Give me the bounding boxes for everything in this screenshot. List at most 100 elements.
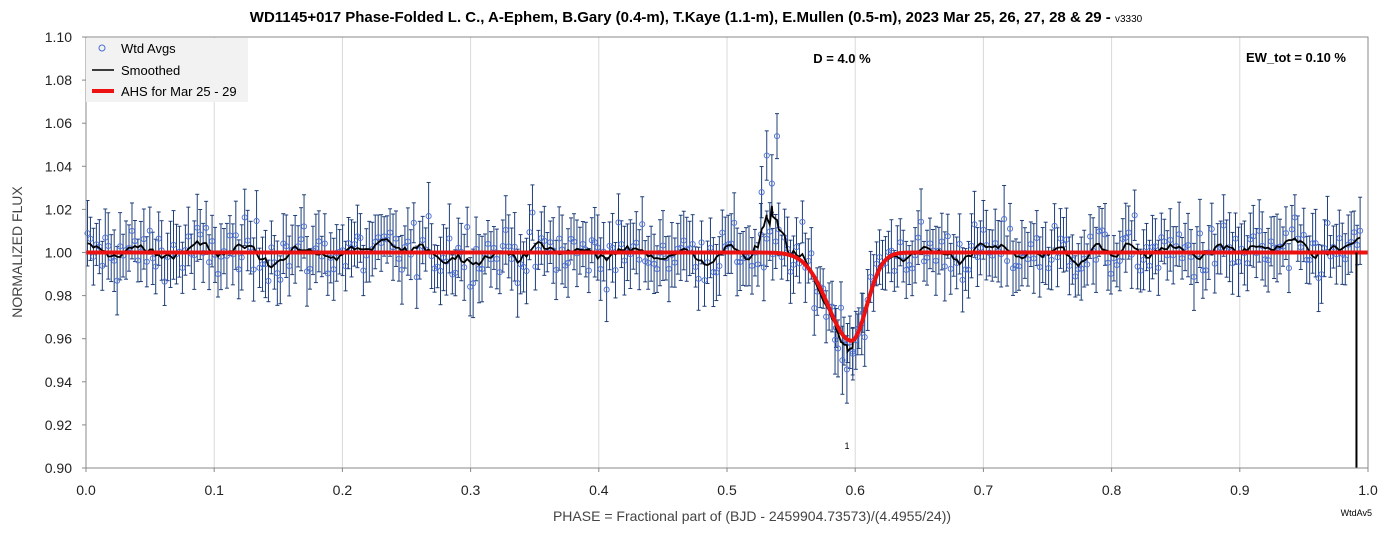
data-point bbox=[1336, 235, 1343, 242]
data-point bbox=[128, 227, 136, 234]
data-point bbox=[84, 230, 91, 237]
legend-label-ahs: AHS for Mar 25 - 29 bbox=[121, 84, 237, 99]
data-point bbox=[1137, 267, 1144, 274]
data-point bbox=[748, 262, 756, 269]
y-tick-label: 0.94 bbox=[45, 374, 72, 390]
data-point bbox=[155, 235, 162, 242]
data-point bbox=[117, 243, 124, 250]
data-point bbox=[241, 214, 248, 221]
data-point bbox=[612, 267, 619, 274]
x-tick-label: 0.4 bbox=[589, 482, 609, 498]
data-point bbox=[594, 244, 601, 251]
data-point bbox=[731, 219, 738, 226]
data-point bbox=[1001, 215, 1008, 223]
data-point bbox=[1309, 240, 1316, 247]
data-point bbox=[645, 259, 652, 266]
data-point bbox=[1152, 243, 1159, 250]
data-point bbox=[1256, 227, 1263, 234]
data-point bbox=[1250, 233, 1257, 240]
data-point bbox=[214, 270, 222, 278]
data-point bbox=[977, 244, 984, 251]
data-point bbox=[1078, 265, 1085, 272]
data-point bbox=[1030, 255, 1037, 262]
data-point bbox=[639, 221, 646, 228]
data-point bbox=[1093, 256, 1100, 263]
data-point bbox=[873, 260, 880, 267]
data-point bbox=[1196, 230, 1203, 237]
data-point bbox=[609, 244, 616, 251]
legend-label-smoothed: Smoothed bbox=[121, 63, 180, 78]
data-point bbox=[354, 233, 361, 240]
data-point bbox=[695, 275, 702, 282]
data-point bbox=[455, 244, 462, 251]
data-point bbox=[185, 233, 192, 240]
data-point bbox=[496, 269, 503, 276]
data-point bbox=[425, 213, 432, 220]
data-point bbox=[179, 264, 186, 271]
data-point bbox=[413, 274, 420, 281]
data-point bbox=[962, 266, 969, 273]
data-point bbox=[772, 238, 779, 245]
data-point bbox=[621, 257, 628, 264]
data-point bbox=[1303, 256, 1310, 263]
data-point bbox=[1176, 231, 1183, 238]
x-axis-title: PHASE = Fractional part of (BJD - 245990… bbox=[553, 508, 951, 524]
data-point bbox=[238, 254, 245, 261]
data-point bbox=[1024, 256, 1031, 263]
data-point bbox=[1229, 260, 1236, 267]
data-point bbox=[256, 264, 263, 271]
data-point bbox=[1140, 256, 1147, 263]
y-tick-label: 1.04 bbox=[45, 158, 72, 174]
data-point bbox=[351, 241, 358, 248]
data-point bbox=[713, 269, 720, 276]
data-point bbox=[1004, 257, 1011, 265]
data-point bbox=[843, 366, 850, 373]
data-point bbox=[811, 305, 818, 312]
data-point bbox=[476, 265, 483, 272]
data-point bbox=[1208, 225, 1215, 233]
data-point bbox=[392, 235, 400, 242]
data-point bbox=[1190, 273, 1198, 280]
data-point bbox=[1300, 231, 1307, 238]
y-tick-label: 1.08 bbox=[45, 72, 72, 88]
data-point bbox=[1351, 229, 1358, 236]
data-point bbox=[651, 260, 658, 267]
data-point bbox=[87, 235, 94, 242]
y-tick-label: 1.10 bbox=[45, 29, 72, 45]
data-point bbox=[659, 242, 667, 249]
data-point bbox=[885, 249, 892, 256]
data-point bbox=[665, 265, 672, 272]
data-point bbox=[253, 217, 260, 225]
x-tick-label: 1.0 bbox=[1358, 482, 1378, 498]
data-point bbox=[111, 257, 118, 264]
x-tick-label: 0.8 bbox=[1102, 482, 1122, 498]
data-point bbox=[1318, 271, 1325, 278]
data-point bbox=[1235, 258, 1242, 265]
data-point bbox=[1324, 219, 1331, 227]
data-point bbox=[1155, 264, 1162, 271]
data-point bbox=[452, 269, 459, 276]
data-point bbox=[903, 266, 910, 273]
data-point bbox=[508, 256, 515, 263]
data-point bbox=[259, 261, 266, 268]
chart-version-tag: v3330 bbox=[1115, 14, 1143, 25]
data-point bbox=[906, 261, 913, 269]
y-tick-label: 0.98 bbox=[45, 288, 72, 304]
data-point bbox=[419, 236, 426, 244]
data-point bbox=[387, 229, 394, 236]
data-point bbox=[1315, 274, 1322, 282]
depth-annotation: D = 4.0 % bbox=[813, 51, 871, 66]
data-point bbox=[926, 240, 934, 247]
data-point bbox=[274, 270, 281, 277]
data-point bbox=[357, 234, 364, 241]
data-point bbox=[716, 262, 723, 270]
data-point bbox=[553, 266, 560, 273]
data-point bbox=[719, 229, 726, 236]
data-point bbox=[1119, 235, 1126, 242]
data-point bbox=[315, 238, 322, 245]
y-tick-label: 1.00 bbox=[45, 245, 72, 261]
data-point bbox=[710, 269, 717, 276]
data-point bbox=[105, 242, 112, 249]
ahs-model-line bbox=[86, 250, 1368, 343]
